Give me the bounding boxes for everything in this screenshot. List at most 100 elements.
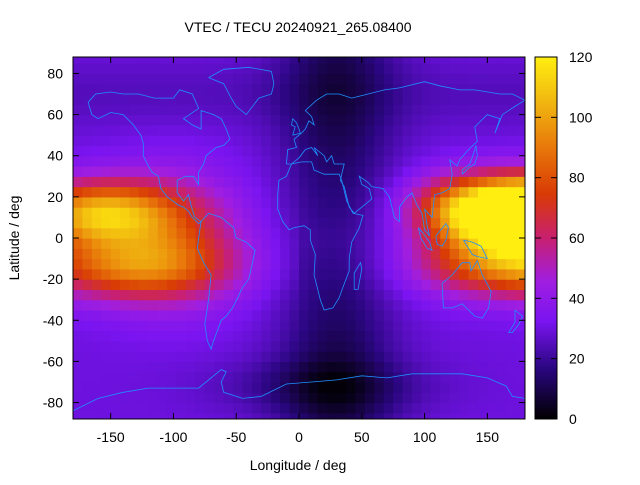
heatmap-cell [289, 124, 300, 136]
heatmap-cell [506, 217, 517, 229]
heatmap-cell [186, 73, 197, 85]
heatmap-cell [233, 351, 244, 363]
heatmap-cell [299, 289, 310, 301]
heatmap-cell [195, 351, 206, 363]
heatmap-cell [157, 94, 168, 105]
heatmap-cell [110, 309, 121, 321]
heatmap-cell [327, 114, 338, 126]
heatmap-cell [496, 166, 507, 177]
heatmap-cell [120, 196, 131, 208]
heatmap-cell [82, 330, 93, 342]
heatmap-cell [364, 392, 375, 404]
heatmap-cell [412, 166, 423, 177]
heatmap-cell [336, 361, 347, 373]
heatmap-cell [138, 207, 149, 219]
heatmap-cell [82, 207, 93, 219]
heatmap-cell [383, 73, 394, 85]
heatmap-cell [487, 309, 498, 321]
heatmap-cell [138, 289, 149, 301]
heatmap-cell [223, 268, 234, 280]
heatmap-cell [487, 258, 498, 270]
heatmap-cell [138, 83, 149, 95]
heatmap-cell [120, 371, 131, 383]
heatmap-cell [242, 227, 253, 239]
heatmap-cell [82, 145, 93, 157]
heatmap-cell [195, 176, 206, 188]
heatmap-cell [129, 135, 140, 147]
heatmap-cell [299, 186, 310, 198]
heatmap-cell [364, 351, 375, 363]
heatmap-cell [233, 268, 244, 280]
heatmap-cell [270, 63, 281, 75]
heatmap-cell [327, 289, 338, 301]
heatmap-cell [506, 258, 517, 270]
heatmap-cell [299, 381, 310, 393]
heatmap-cell [148, 94, 159, 105]
heatmap-cell [374, 227, 385, 239]
heatmap-cell [477, 73, 488, 85]
heatmap-cell [129, 289, 140, 301]
heatmap-cell [459, 392, 470, 404]
heatmap-cell [515, 83, 525, 95]
heatmap-cell [157, 124, 168, 136]
heatmap-cell [176, 402, 187, 414]
heatmap-cell [251, 227, 262, 239]
heatmap-cell [374, 145, 385, 157]
heatmap-cell [383, 124, 394, 136]
heatmap-cell [167, 309, 178, 321]
heatmap-cell [449, 330, 460, 342]
heatmap-cell [167, 83, 178, 95]
heatmap-cell [515, 166, 525, 177]
heatmap-cell [430, 238, 441, 249]
heatmap-cell [336, 299, 347, 311]
heatmap-cell [251, 207, 262, 219]
heatmap-cell [374, 402, 385, 414]
heatmap-cell [289, 279, 300, 291]
heatmap-cell [487, 73, 498, 85]
heatmap-cell [157, 258, 168, 270]
heatmap-cell [430, 176, 441, 188]
heatmap-cell [223, 238, 234, 249]
heatmap-cell [129, 361, 140, 373]
heatmap-cell [110, 207, 121, 219]
heatmap-cell [468, 238, 479, 249]
heatmap-cell [412, 412, 423, 419]
heatmap-cell [468, 371, 479, 383]
heatmap-cell [233, 309, 244, 321]
heatmap-cell [242, 186, 253, 198]
heatmap-cell [468, 351, 479, 363]
heatmap-cell [346, 238, 357, 249]
heatmap-cell [402, 402, 413, 414]
heatmap-cell [223, 83, 234, 95]
heatmap-cell [157, 104, 168, 116]
heatmap-cell [223, 57, 234, 64]
heatmap-cell [496, 196, 507, 208]
heatmap-cell [346, 268, 357, 280]
heatmap-cell [374, 412, 385, 419]
heatmap-cell [195, 268, 206, 280]
heatmap-cell [223, 258, 234, 270]
heatmap-cell [459, 258, 470, 270]
heatmap-cell [412, 402, 423, 414]
heatmap-cell [270, 371, 281, 383]
heatmap-cell [449, 371, 460, 383]
heatmap-cell [459, 94, 470, 105]
heatmap-cell [430, 104, 441, 116]
heatmap-cell [468, 207, 479, 219]
heatmap-cell [129, 402, 140, 414]
heatmap-cell [468, 320, 479, 332]
heatmap-cell [251, 371, 262, 383]
heatmap-cell [101, 392, 112, 404]
heatmap-cell [487, 412, 498, 419]
heatmap-cell [374, 104, 385, 116]
heatmap-cell [242, 176, 253, 188]
heatmap-cell [412, 381, 423, 393]
heatmap-cell [299, 351, 310, 363]
heatmap-cell [251, 166, 262, 177]
heatmap-cell [402, 104, 413, 116]
heatmap-cell [327, 248, 338, 260]
heatmap-cell [364, 63, 375, 75]
heatmap-cell [374, 361, 385, 373]
heatmap-cell [308, 186, 319, 198]
